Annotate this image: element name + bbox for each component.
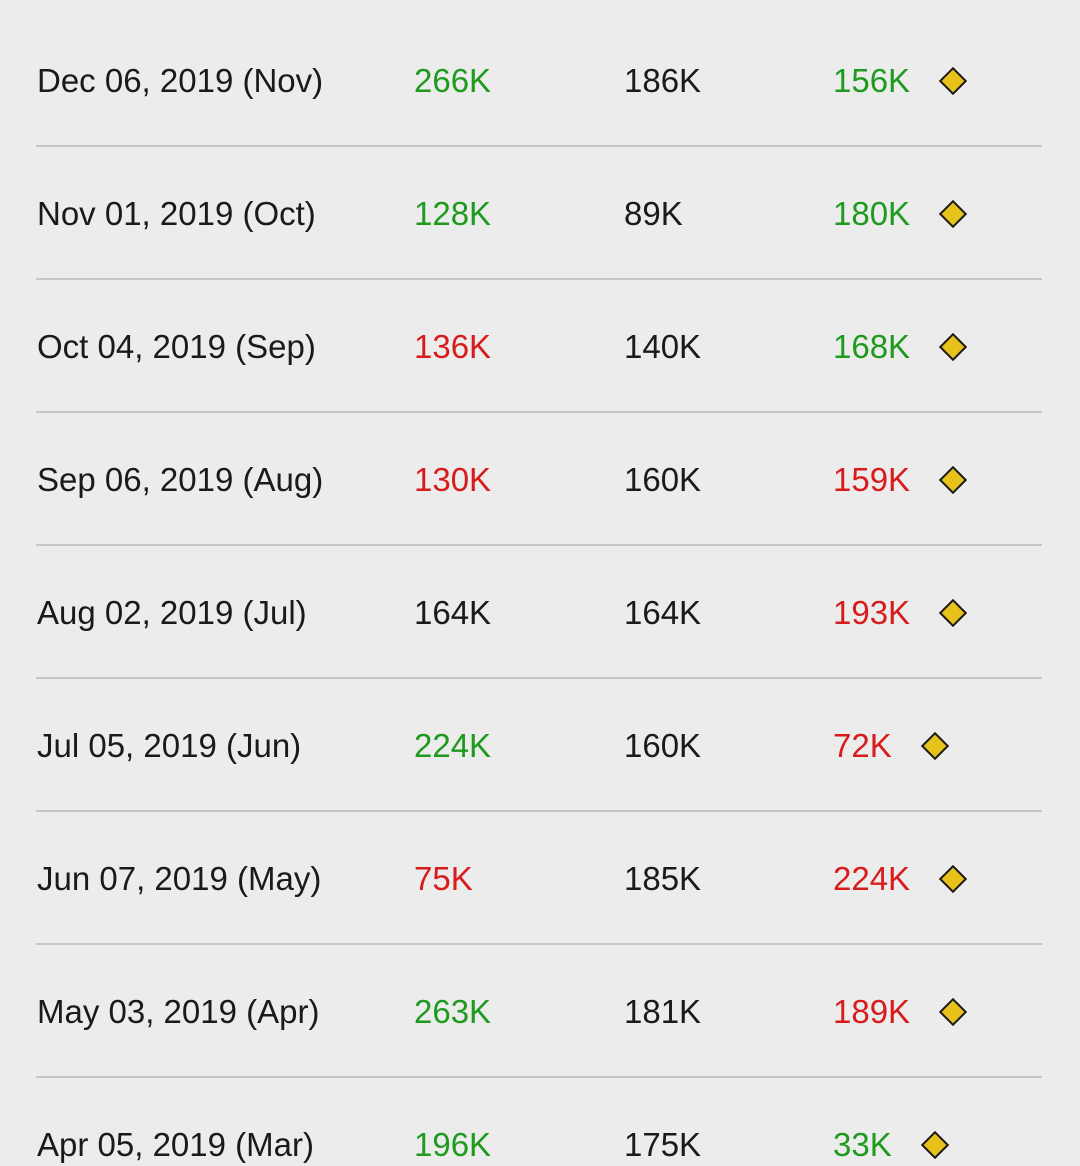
diamond-icon <box>938 66 968 95</box>
actual-value: 136K <box>414 328 492 365</box>
forecast-value: 164K <box>624 594 702 631</box>
forecast-value: 181K <box>624 993 702 1030</box>
history-row[interactable]: Sep 06, 2019 (Aug) 130K 160K 159K <box>0 413 1080 546</box>
previous-group: 193K <box>833 546 968 679</box>
previous-group: 72K <box>833 679 949 812</box>
row-divider <box>36 145 1042 147</box>
diamond-icon <box>920 731 949 760</box>
row-divider <box>36 278 1042 280</box>
row-divider <box>36 677 1042 679</box>
row-divider <box>36 544 1042 546</box>
forecast-value: 140K <box>624 328 702 365</box>
history-row[interactable]: Apr 05, 2019 (Mar) 196K 175K 33K <box>0 1078 1080 1166</box>
actual-value: 130K <box>414 461 492 498</box>
diamond-icon <box>938 199 968 228</box>
release-date: Sep 06, 2019 (Aug) <box>37 461 324 498</box>
forecast-value: 160K <box>624 727 702 764</box>
actual-value: 196K <box>414 1126 492 1163</box>
history-row[interactable]: Jul 05, 2019 (Jun) 224K 160K 72K <box>0 679 1080 812</box>
row-divider <box>36 411 1042 413</box>
actual-value: 266K <box>414 62 492 99</box>
previous-group: 159K <box>833 413 968 546</box>
history-row[interactable]: Dec 06, 2019 (Nov) 266K 186K 156K <box>0 14 1080 147</box>
forecast-value: 175K <box>624 1126 702 1163</box>
history-row[interactable]: May 03, 2019 (Apr) 263K 181K 189K <box>0 945 1080 1078</box>
previous-group: 33K <box>833 1078 949 1166</box>
previous-value: 168K <box>833 327 911 365</box>
previous-group: 189K <box>833 945 968 1078</box>
release-date: Jul 05, 2019 (Jun) <box>37 727 302 764</box>
previous-group: 180K <box>833 147 968 280</box>
history-row[interactable]: Oct 04, 2019 (Sep) 136K 140K 168K <box>0 280 1080 413</box>
actual-value: 263K <box>414 993 492 1030</box>
diamond-icon <box>938 864 968 893</box>
previous-group: 156K <box>833 14 968 147</box>
row-divider <box>36 1076 1042 1078</box>
release-date: Dec 06, 2019 (Nov) <box>37 62 324 99</box>
forecast-value: 89K <box>624 195 683 232</box>
previous-value: 156K <box>833 61 911 99</box>
history-row[interactable]: Aug 02, 2019 (Jul) 164K 164K 193K <box>0 546 1080 679</box>
previous-value: 72K <box>833 726 892 764</box>
diamond-icon <box>938 465 968 494</box>
actual-value: 128K <box>414 195 492 232</box>
diamond-icon <box>938 332 968 361</box>
previous-value: 189K <box>833 992 911 1030</box>
actual-value: 164K <box>414 594 492 631</box>
diamond-icon <box>920 1130 949 1159</box>
history-row[interactable]: Nov 01, 2019 (Oct) 128K 89K 180K <box>0 147 1080 280</box>
release-date: May 03, 2019 (Apr) <box>37 993 320 1030</box>
release-date: Oct 04, 2019 (Sep) <box>37 328 316 365</box>
actual-value: 75K <box>414 860 473 897</box>
release-date: Nov 01, 2019 (Oct) <box>37 195 316 232</box>
release-date: Apr 05, 2019 (Mar) <box>37 1126 314 1163</box>
forecast-value: 186K <box>624 62 702 99</box>
previous-value: 33K <box>833 1125 892 1163</box>
forecast-value: 185K <box>624 860 702 897</box>
actual-value: 224K <box>414 727 492 764</box>
previous-value: 224K <box>833 859 911 897</box>
row-divider <box>36 810 1042 812</box>
diamond-icon <box>938 598 968 627</box>
previous-value: 193K <box>833 593 911 631</box>
row-divider <box>36 943 1042 945</box>
diamond-icon <box>938 997 968 1026</box>
previous-value: 180K <box>833 194 911 232</box>
previous-group: 224K <box>833 812 968 945</box>
forecast-value: 160K <box>624 461 702 498</box>
release-date: Jun 07, 2019 (May) <box>37 860 322 897</box>
previous-group: 168K <box>833 280 968 413</box>
history-row[interactable]: Jun 07, 2019 (May) 75K 185K 224K <box>0 812 1080 945</box>
previous-value: 159K <box>833 460 911 498</box>
release-date: Aug 02, 2019 (Jul) <box>37 594 307 631</box>
